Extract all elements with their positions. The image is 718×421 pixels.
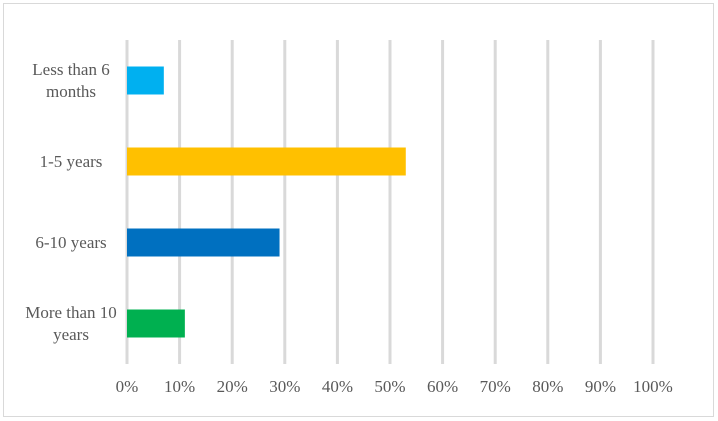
x-tick-label: 30% [269,377,300,396]
chart-border [3,3,714,417]
bar [127,147,406,176]
y-tick-label: 6-10 years [35,232,107,252]
x-tick-label: 20% [217,377,248,396]
x-tick-label: 10% [164,377,195,396]
x-tick-label: 100% [633,377,673,396]
x-tick-label: 90% [585,377,616,396]
bar [127,66,164,95]
y-tick-label: 1-5 years [39,151,103,171]
bar [127,309,185,338]
x-tick-label: 40% [322,377,353,396]
x-tick-label: 70% [480,377,511,396]
x-tick-label: 60% [427,377,458,396]
x-tick-label: 80% [532,377,563,396]
y-tick-label: More than 10 years [25,302,117,344]
x-tick-label: 50% [374,377,405,396]
x-tick-label: 0% [116,377,139,396]
bar [127,228,280,257]
y-tick-label: Less than 6 months [32,59,110,101]
